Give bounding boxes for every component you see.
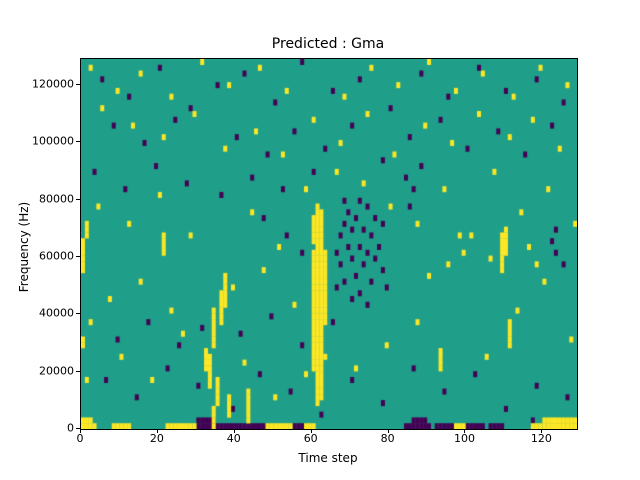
y-tick-label: 80000 xyxy=(39,192,74,206)
x-tick-label: 100 xyxy=(453,432,475,445)
x-tick-label: 80 xyxy=(380,432,395,445)
y-tick-label: 120000 xyxy=(32,77,74,91)
plot-area xyxy=(80,58,578,430)
x-axis-label: Time step xyxy=(298,451,358,465)
y-tick-label: 60000 xyxy=(39,249,74,263)
x-tick-mark xyxy=(80,429,81,433)
y-tick-mark xyxy=(76,255,80,257)
y-tick-label: 40000 xyxy=(39,306,74,320)
y-tick-label: 20000 xyxy=(39,364,74,378)
heatmap-canvas xyxy=(81,59,577,429)
x-tick-mark xyxy=(156,429,158,433)
y-tick-mark xyxy=(76,370,80,372)
x-tick-label: 20 xyxy=(149,432,164,445)
y-tick-mark xyxy=(76,141,80,143)
x-tick-mark xyxy=(541,429,543,433)
x-tick-mark xyxy=(233,429,235,433)
y-tick-mark xyxy=(76,313,80,315)
x-tick-label: 60 xyxy=(303,432,318,445)
x-tick-label: 120 xyxy=(530,432,552,445)
y-tick-label: 0 xyxy=(67,421,74,435)
y-tick-mark xyxy=(76,428,80,429)
y-tick-label: 100000 xyxy=(32,134,74,148)
x-tick-mark xyxy=(387,429,389,433)
y-tick-mark xyxy=(76,198,80,200)
y-tick-mark xyxy=(76,83,80,85)
x-tick-mark xyxy=(464,429,466,433)
x-tick-label: 40 xyxy=(226,432,241,445)
x-tick-mark xyxy=(310,429,312,433)
x-tick-label: 0 xyxy=(76,432,84,445)
chart-title: Predicted : Gma xyxy=(271,36,385,52)
